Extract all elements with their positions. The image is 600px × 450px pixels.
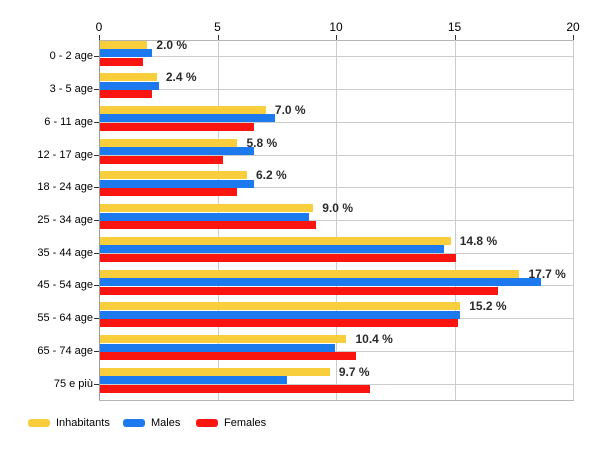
bar-inhabitants-3[interactable] (100, 138, 237, 147)
category-label: 12 - 17 age (37, 148, 93, 161)
category-label: 35 - 44 age (37, 246, 93, 259)
x-axis-line-bottom (99, 400, 574, 401)
bar-inhabitants-5[interactable] (100, 204, 313, 213)
bar-inhabitants-1[interactable] (100, 73, 157, 82)
x-axis-tick-mark (454, 35, 456, 40)
bar-value-label: 9.7 % (338, 364, 370, 379)
bar-value-label: 17.7 % (528, 266, 566, 281)
category-label: 45 - 54 age (37, 279, 93, 292)
horizontal-gridline (100, 56, 573, 58)
x-axis-tick-label: 20 (566, 20, 580, 34)
x-axis-tick-mark (573, 35, 574, 40)
bar-females-1[interactable] (100, 90, 152, 99)
bar-value-label: 15.2 % (469, 299, 507, 314)
y-axis-line-left (99, 40, 100, 400)
legend-label: Males (151, 417, 181, 429)
legend-item-females[interactable]: Females (196, 417, 266, 429)
bar-males-8[interactable] (100, 310, 460, 319)
category-label: 75 e più (53, 377, 93, 390)
bar-males-6[interactable] (100, 245, 444, 254)
bar-females-0[interactable] (100, 57, 143, 66)
bar-value-label: 10.4 % (355, 332, 393, 347)
horizontal-gridline (100, 154, 573, 156)
category-label: 65 - 74 age (37, 344, 93, 357)
bar-males-4[interactable] (100, 179, 254, 188)
bar-males-10[interactable] (100, 376, 287, 385)
bar-females-5[interactable] (100, 221, 316, 230)
category-label: 55 - 64 age (37, 312, 93, 325)
bar-inhabitants-4[interactable] (100, 171, 247, 180)
bar-males-2[interactable] (100, 114, 275, 123)
category-tick-mark (94, 220, 99, 221)
bar-females-8[interactable] (100, 319, 458, 328)
bar-inhabitants-9[interactable] (100, 335, 346, 344)
legend-label: Females (224, 417, 267, 429)
bar-value-label: 7.0 % (274, 102, 306, 117)
bar-value-label: 14.8 % (459, 233, 498, 248)
bar-males-9[interactable] (100, 343, 335, 352)
horizontal-gridline (100, 220, 573, 221)
bar-males-1[interactable] (100, 81, 159, 90)
x-axis-tick-mark (99, 35, 100, 40)
bar-value-label: 2.4 % (165, 70, 197, 85)
legend-swatch-females (196, 419, 218, 427)
x-axis-tick-label: 5 (214, 20, 221, 34)
category-tick-mark (94, 89, 99, 91)
x-axis-tick-label: 0 (95, 20, 103, 34)
bar-inhabitants-6[interactable] (100, 236, 451, 245)
bar-value-label: 5.8 % (246, 135, 278, 150)
bar-males-5[interactable] (100, 212, 309, 221)
bar-value-label: 2.0 % (156, 37, 188, 52)
bar-inhabitants-10[interactable] (100, 367, 330, 376)
bar-females-4[interactable] (100, 188, 237, 197)
category-tick-mark (94, 383, 99, 385)
bar-females-6[interactable] (100, 253, 456, 262)
bar-males-0[interactable] (100, 49, 152, 57)
bar-males-3[interactable] (100, 147, 254, 156)
legend-label: Inhabitants (56, 417, 110, 429)
bar-females-10[interactable] (100, 384, 370, 393)
bar-inhabitants-8[interactable] (100, 302, 460, 311)
bar-value-label: 9.0 % (322, 201, 353, 216)
horizontal-gridline (100, 187, 573, 189)
x-axis-tick-mark (336, 35, 337, 40)
bar-inhabitants-7[interactable] (100, 269, 519, 278)
category-label: 18 - 24 age (37, 181, 93, 194)
legend-item-inhabitants[interactable]: Inhabitants (28, 417, 110, 429)
x-axis-tick-label: 15 (447, 20, 462, 34)
horizontal-gridline (100, 121, 573, 123)
horizontal-gridline (100, 350, 573, 352)
category-label: 6 - 11 age (44, 115, 93, 128)
bar-females-3[interactable] (100, 155, 223, 164)
category-label: 3 - 5 age (49, 83, 93, 96)
bar-inhabitants-2[interactable] (100, 105, 266, 114)
category-tick-mark (94, 318, 99, 320)
horizontal-gridline (100, 89, 573, 91)
category-tick-mark (94, 252, 99, 254)
horizontal-gridline (100, 383, 573, 385)
category-tick-mark (94, 154, 99, 156)
legend-swatch-males (123, 419, 145, 427)
bar-females-2[interactable] (100, 122, 254, 131)
x-axis-tick-label: 10 (329, 20, 343, 34)
legend-item-males[interactable]: Males (123, 417, 180, 429)
category-tick-mark (94, 56, 99, 58)
category-tick-mark (94, 187, 99, 189)
category-tick-mark (94, 350, 99, 352)
category-tick-mark (94, 285, 99, 287)
bar-inhabitants-0[interactable] (100, 40, 147, 49)
x-axis-tick-mark (217, 35, 219, 40)
vertical-gridline (573, 40, 574, 400)
category-label: 25 - 34 age (37, 214, 93, 226)
category-label: 0 - 2 age (49, 50, 93, 63)
bar-value-label: 6.2 % (255, 168, 287, 183)
bar-males-7[interactable] (100, 278, 541, 287)
bar-females-7[interactable] (100, 286, 498, 295)
category-tick-mark (94, 121, 99, 123)
legend-swatch-inhabitants (28, 419, 50, 427)
bar-females-9[interactable] (100, 352, 356, 361)
